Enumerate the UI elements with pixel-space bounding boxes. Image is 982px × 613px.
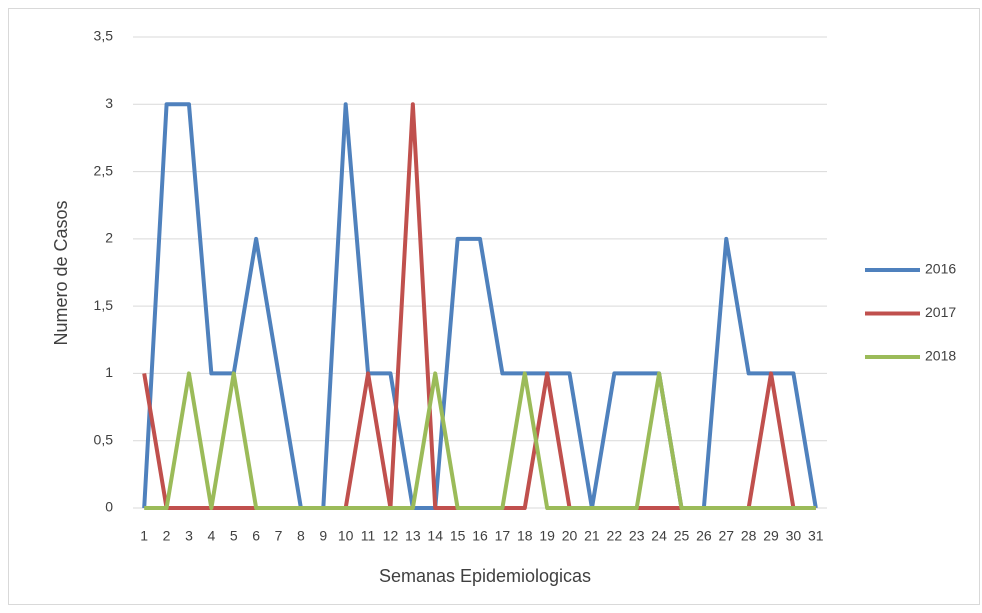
x-tick-label: 9 — [319, 528, 327, 544]
x-tick-label: 29 — [763, 528, 779, 544]
x-tick-label: 31 — [808, 528, 824, 544]
legend-label: 2016 — [925, 261, 956, 277]
y-tick-label: 2,5 — [94, 162, 114, 178]
x-tick-label: 19 — [539, 528, 555, 544]
x-tick-label: 13 — [405, 528, 421, 544]
legend-label: 2017 — [925, 304, 956, 320]
y-tick-label: 0,5 — [94, 431, 114, 447]
x-tick-label: 2 — [163, 528, 171, 544]
y-tick-label: 3 — [105, 95, 113, 111]
x-tick-label: 5 — [230, 528, 238, 544]
data-line — [144, 371, 816, 510]
x-tick-label: 28 — [741, 528, 757, 544]
x-tick-label: 21 — [584, 528, 600, 544]
x-tick-label: 12 — [383, 528, 399, 544]
x-tick-label: 6 — [252, 528, 260, 544]
x-tick-label: 8 — [297, 528, 305, 544]
x-tick-label: 27 — [718, 528, 734, 544]
x-tick-label: 7 — [275, 528, 283, 544]
x-tick-label: 11 — [361, 528, 376, 544]
x-tick-label: 24 — [651, 528, 667, 544]
x-tick-label: 22 — [607, 528, 623, 544]
x-tick-label: 20 — [562, 528, 578, 544]
x-tick-label: 4 — [207, 528, 215, 544]
y-tick-label: 0 — [105, 499, 113, 515]
x-tick-label: 16 — [472, 528, 488, 544]
y-tick-label: 1,5 — [94, 297, 114, 313]
legend-label: 2018 — [925, 348, 956, 364]
y-tick-label: 2 — [105, 230, 113, 246]
y-tick-label: 1 — [105, 364, 113, 380]
x-tick-label: 17 — [495, 528, 511, 544]
x-tick-label: 23 — [629, 528, 645, 544]
x-tick-label: 25 — [674, 528, 690, 544]
y-axis-title: Numero de Casos — [51, 200, 71, 345]
x-tick-label: 26 — [696, 528, 712, 544]
x-tick-label: 18 — [517, 528, 533, 544]
x-tick-label: 3 — [185, 528, 193, 544]
x-tick-label: 30 — [786, 528, 802, 544]
x-tick-label: 10 — [338, 528, 354, 544]
y-tick-label: 3,5 — [94, 28, 114, 44]
x-tick-label: 1 — [140, 528, 148, 544]
x-tick-label: 14 — [427, 528, 443, 544]
x-tick-label: 15 — [450, 528, 466, 544]
x-axis-title: Semanas Epidemiologicas — [379, 566, 591, 586]
